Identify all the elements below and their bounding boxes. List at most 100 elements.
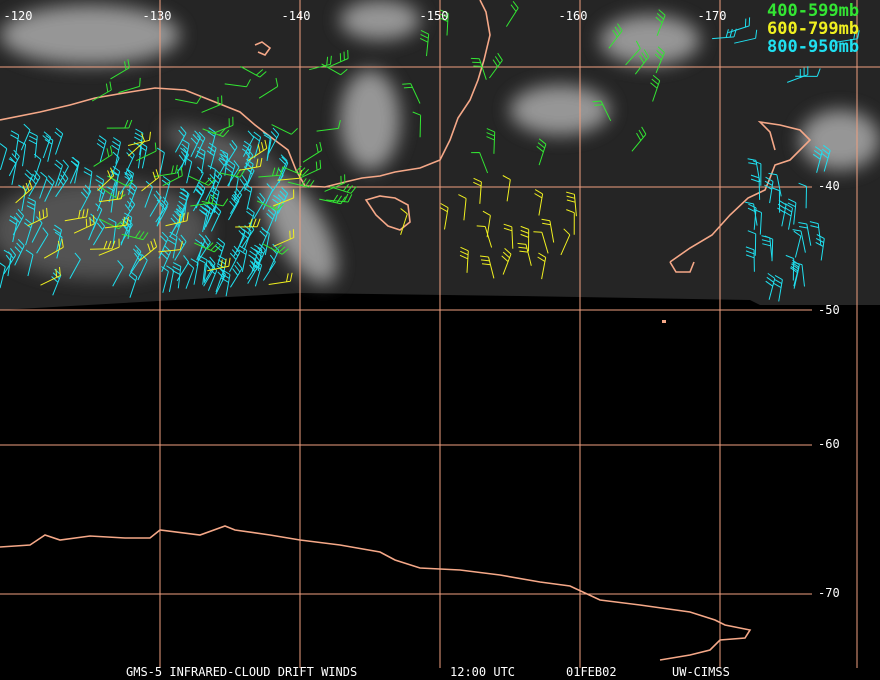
wind-barb (241, 225, 252, 252)
wind-barb (654, 46, 665, 74)
wind-barb (99, 190, 124, 203)
wind-barb (122, 197, 136, 224)
lat-label: -40 (818, 179, 840, 193)
wind-barb (160, 245, 172, 273)
wind-barb (166, 265, 175, 292)
wind-barb (28, 170, 41, 197)
wind-barb (69, 252, 81, 279)
wind-barb (479, 255, 495, 279)
wind-barb (97, 167, 115, 191)
wind-barb (15, 180, 33, 204)
wind-barb (747, 203, 757, 230)
wind-barb (412, 111, 422, 138)
wind-barb (400, 208, 408, 235)
wind-barb (747, 230, 757, 256)
wind-barb (53, 224, 62, 252)
wind-barb (141, 169, 160, 192)
wind-barb (80, 184, 92, 212)
wind-barb (439, 9, 449, 36)
wind-barb (268, 127, 280, 155)
wind-barb (820, 144, 831, 172)
wind-barb (8, 149, 20, 177)
lon-label: -130 (143, 9, 172, 23)
wind-barb (194, 242, 221, 253)
wind-barb (253, 192, 266, 219)
legend-entry: 400-599mb (767, 1, 859, 21)
wind-barb (835, 30, 860, 43)
wind-barb (761, 235, 773, 260)
wind-barb (112, 260, 124, 287)
wind-barb (277, 187, 289, 214)
legend-entry: 800-950mb (767, 37, 859, 57)
footer: GMS-5 INFRARED-CLOUD DRIFT WINDS 12:00 U… (126, 665, 730, 679)
latitude-labels: -40 -50 -60 -70 (818, 179, 840, 600)
wind-barb (439, 203, 449, 230)
wind-barb (153, 164, 178, 178)
wind-barb (139, 238, 158, 262)
wind-barb (127, 181, 138, 209)
wind-barb (91, 81, 112, 102)
wind-barb (176, 147, 190, 174)
wind-barb (158, 231, 169, 259)
wind-barb (44, 135, 54, 162)
wind-barb (136, 142, 157, 162)
wind-barb (110, 151, 120, 179)
wind-barb (54, 159, 63, 187)
wind-barb (234, 175, 248, 201)
wind-barb (520, 225, 530, 252)
wind-barb (224, 139, 238, 166)
wind-barb (566, 191, 577, 217)
wind-barb (207, 127, 217, 155)
wind-barb (246, 253, 261, 280)
wind-barb (773, 274, 783, 302)
wind-barb (793, 230, 802, 258)
wind-barb (734, 29, 758, 44)
wind-barb (196, 146, 206, 174)
wind-barb (180, 188, 190, 215)
wind-barb (815, 234, 825, 261)
legend: 400-599mb 600-799mb 800-950mb (767, 1, 859, 57)
wind-barb (104, 216, 129, 229)
wind-barb (51, 268, 62, 296)
wind-barb (227, 160, 240, 187)
wind-barb (271, 124, 298, 135)
wind-barb (560, 228, 571, 256)
wind-barb (98, 238, 120, 256)
wind-barb (26, 197, 36, 224)
wind-barb (202, 128, 230, 138)
wind-barb (812, 146, 823, 173)
legend-entry: 600-799mb (767, 19, 859, 39)
wind-barb (36, 227, 49, 254)
wind-barb (121, 230, 149, 241)
wind-barb (96, 135, 107, 163)
wind-barb (127, 133, 146, 157)
wind-barb (458, 194, 467, 221)
wind-barb (138, 141, 148, 169)
wind-barb (795, 68, 821, 77)
wind-barb (240, 66, 267, 78)
wind-barb (262, 254, 276, 281)
wind-barb (255, 243, 266, 271)
wind-barb (473, 177, 482, 204)
wind-barb (787, 198, 797, 225)
wind-barb (3, 247, 17, 275)
wind-barb (127, 131, 151, 146)
wind-barb (809, 221, 822, 246)
wind-barb (176, 255, 190, 282)
lon-label: -170 (698, 9, 727, 23)
wind-barb (25, 249, 34, 277)
wind-barb (124, 148, 135, 176)
wind-barb (193, 166, 204, 194)
wind-barb (541, 218, 555, 243)
wind-barb (14, 239, 25, 266)
wind-barb (268, 272, 293, 285)
wind-barb (327, 49, 349, 68)
wind-barb (144, 180, 153, 208)
wind-barb (54, 127, 64, 155)
wind-barb (190, 258, 199, 285)
footer-date: 01FEB02 (566, 665, 617, 679)
wind-barb (503, 223, 514, 249)
wind-barb (203, 256, 216, 283)
wind-barb (798, 222, 812, 246)
